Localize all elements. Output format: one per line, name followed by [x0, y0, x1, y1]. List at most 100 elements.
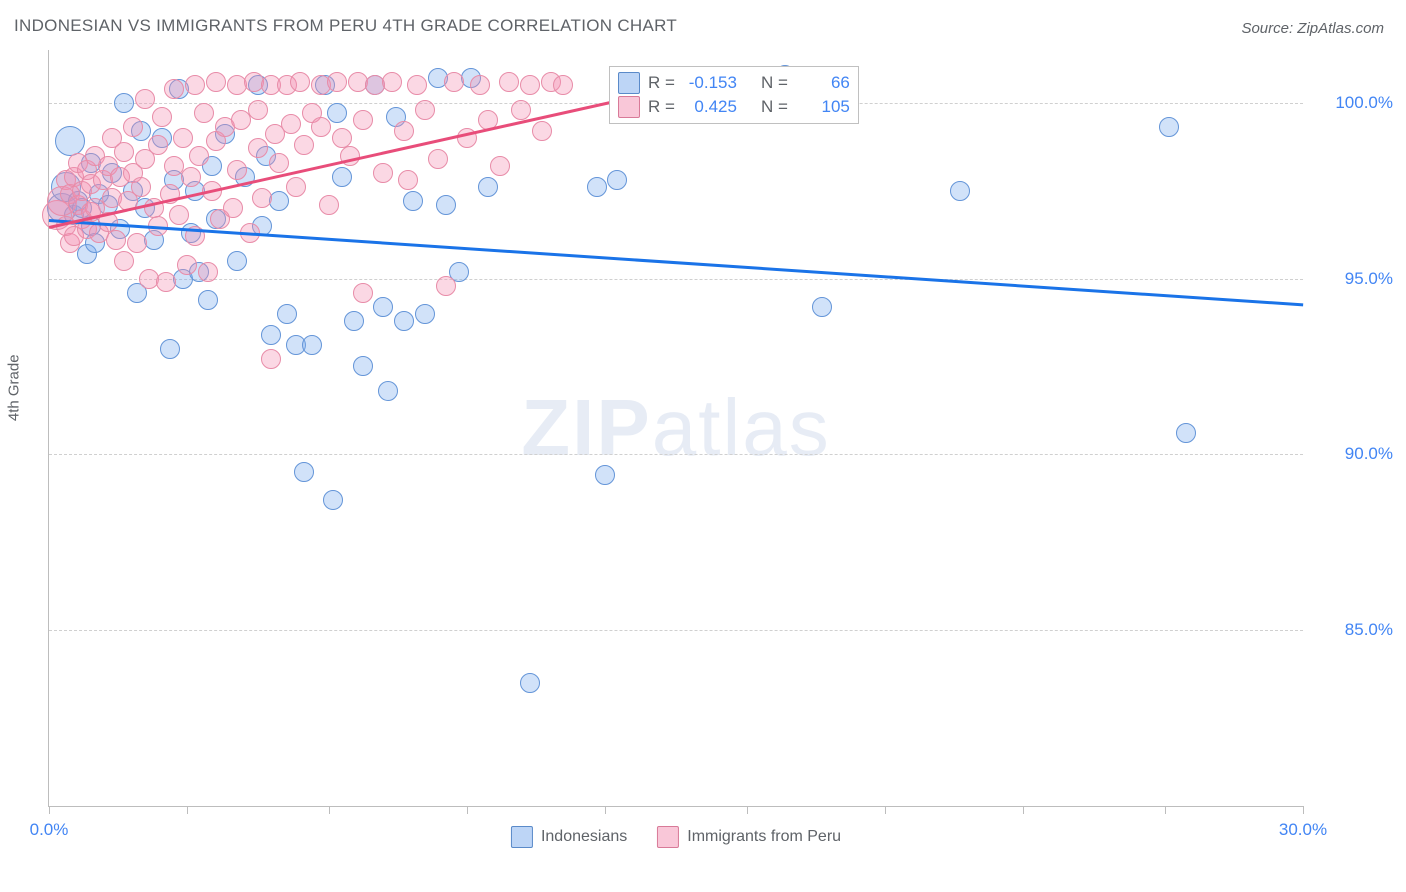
scatter-point: [607, 170, 627, 190]
bottom-legend: Indonesians Immigrants from Peru: [511, 826, 841, 848]
stat-r-label: R =: [648, 97, 675, 117]
scatter-point: [595, 465, 615, 485]
scatter-point: [227, 160, 247, 180]
scatter-point: [198, 262, 218, 282]
x-tick-label: 0.0%: [30, 820, 69, 840]
x-tick: [187, 806, 188, 814]
x-tick: [1165, 806, 1166, 814]
scatter-point: [148, 135, 168, 155]
legend-item: Immigrants from Peru: [657, 826, 841, 848]
scatter-point: [353, 356, 373, 376]
scatter-point: [532, 121, 552, 141]
scatter-point: [373, 297, 393, 317]
scatter-point: [189, 146, 209, 166]
stat-n-label: N =: [761, 73, 788, 93]
x-tick: [1303, 806, 1304, 814]
scatter-point: [248, 100, 268, 120]
stat-r-value: 0.425: [683, 97, 737, 117]
x-tick: [1023, 806, 1024, 814]
scatter-point: [173, 128, 193, 148]
scatter-point: [164, 79, 184, 99]
stat-n-value: 105: [796, 97, 850, 117]
scatter-point: [353, 110, 373, 130]
scatter-point: [156, 272, 176, 292]
x-tick: [747, 806, 748, 814]
source-attribution: Source: ZipAtlas.com: [1241, 20, 1384, 37]
scatter-point: [177, 255, 197, 275]
gridline: [49, 279, 1303, 280]
swatch-pink-icon: [657, 826, 679, 848]
scatter-point: [223, 198, 243, 218]
scatter-point: [198, 290, 218, 310]
scatter-point: [436, 195, 456, 215]
legend-label: Indonesians: [541, 828, 627, 846]
scatter-point: [252, 188, 272, 208]
scatter-point: [499, 72, 519, 92]
scatter-point: [332, 167, 352, 187]
stat-n-label: N =: [761, 97, 788, 117]
y-tick-label: 90.0%: [1313, 444, 1393, 464]
scatter-point: [194, 103, 214, 123]
plot-area: ZIPatlas 85.0%90.0%95.0%100.0%0.0%30.0%R…: [48, 50, 1303, 807]
scatter-point: [1159, 117, 1179, 137]
scatter-point: [553, 75, 573, 95]
swatch-blue-icon: [511, 826, 533, 848]
scatter-point: [587, 177, 607, 197]
x-tick: [329, 806, 330, 814]
scatter-point: [127, 233, 147, 253]
scatter-point: [407, 75, 427, 95]
scatter-point: [261, 325, 281, 345]
scatter-point: [812, 297, 832, 317]
gridline: [49, 630, 1303, 631]
scatter-point: [302, 335, 322, 355]
scatter-point: [344, 311, 364, 331]
x-tick-label: 30.0%: [1279, 820, 1327, 840]
x-tick: [49, 806, 50, 814]
scatter-point: [114, 93, 134, 113]
scatter-point: [490, 156, 510, 176]
scatter-point: [520, 75, 540, 95]
scatter-point: [323, 490, 343, 510]
scatter-point: [269, 153, 289, 173]
scatter-point: [428, 149, 448, 169]
scatter-point: [106, 230, 126, 250]
x-tick: [467, 806, 468, 814]
x-tick: [605, 806, 606, 814]
scatter-point: [227, 251, 247, 271]
scatter-point: [373, 163, 393, 183]
scatter-point: [1176, 423, 1196, 443]
y-tick-label: 85.0%: [1313, 620, 1393, 640]
scatter-point: [185, 75, 205, 95]
stat-n-value: 66: [796, 73, 850, 93]
stats-row: R = 0.425 N = 105: [618, 95, 850, 119]
scatter-point: [394, 121, 414, 141]
scatter-point: [261, 349, 281, 369]
scatter-point: [444, 72, 464, 92]
scatter-point: [152, 107, 172, 127]
scatter-point: [114, 142, 134, 162]
scatter-point: [311, 117, 331, 137]
scatter-point: [327, 72, 347, 92]
scatter-point: [114, 251, 134, 271]
swatch-blue-icon: [618, 72, 640, 94]
scatter-point: [169, 205, 189, 225]
scatter-point: [269, 191, 289, 211]
scatter-point: [415, 100, 435, 120]
stats-row: R =-0.153N =66: [618, 71, 850, 95]
stats-box: R =-0.153N =66R =0.425N =105: [609, 66, 859, 124]
scatter-point: [327, 103, 347, 123]
swatch-pink-icon: [618, 96, 640, 118]
scatter-point: [319, 195, 339, 215]
scatter-point: [277, 304, 297, 324]
scatter-point: [206, 72, 226, 92]
scatter-point: [382, 72, 402, 92]
stat-r-label: R =: [648, 73, 675, 93]
scatter-point: [294, 135, 314, 155]
scatter-point: [378, 381, 398, 401]
scatter-point: [950, 181, 970, 201]
scatter-point: [181, 167, 201, 187]
scatter-point: [294, 462, 314, 482]
scatter-point: [160, 339, 180, 359]
scatter-point: [511, 100, 531, 120]
legend-item: Indonesians: [511, 826, 627, 848]
